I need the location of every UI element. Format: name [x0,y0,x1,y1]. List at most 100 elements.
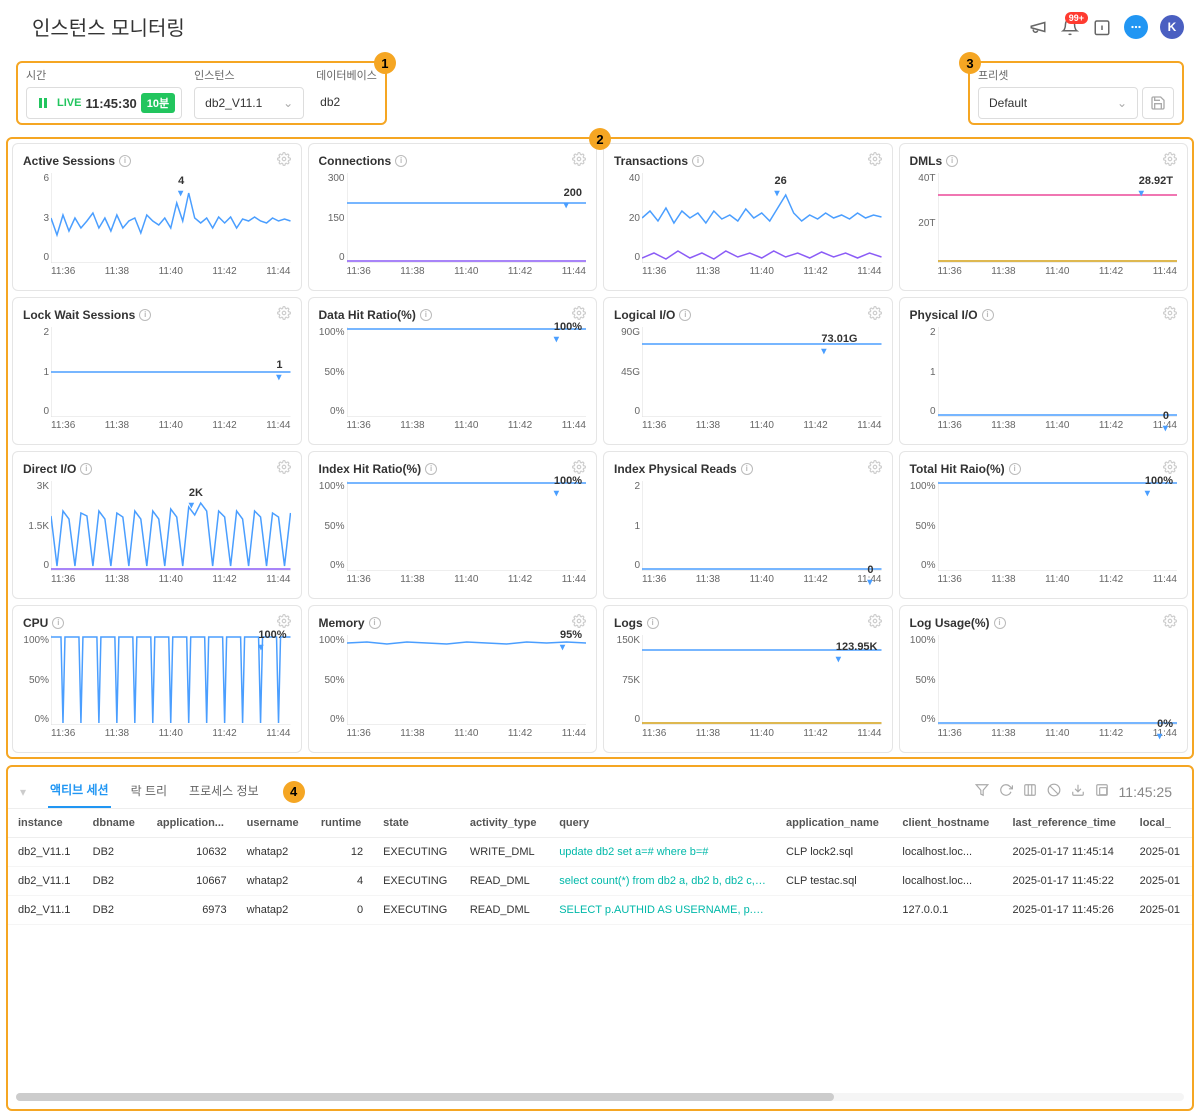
columns-icon[interactable] [1023,783,1037,800]
gear-icon[interactable] [868,460,882,477]
scrollbar-thumb[interactable] [16,1093,834,1101]
horizontal-scrollbar[interactable] [16,1093,1184,1101]
column-header[interactable]: application_name [776,809,892,838]
chart-card: Logical I/O i 90G45G0 73.01G▾ 11:3611:38… [603,297,893,445]
info-icon[interactable]: i [741,463,753,475]
refresh-icon[interactable] [999,783,1013,800]
cell-state: EXECUTING [373,896,460,925]
chart-card: Index Hit Ratio(%) i 100%50%0% 100%▾ 11:… [308,451,598,599]
gear-icon[interactable] [1163,306,1177,323]
column-header[interactable]: application... [147,809,237,838]
tab-process-info[interactable]: 프로세스 정보 [187,776,261,807]
cell-query[interactable]: select count(*) from db2 a, db2 b, db2 c… [549,867,776,896]
info-icon[interactable]: i [52,617,64,629]
column-header[interactable]: local_ [1130,809,1192,838]
column-header[interactable]: activity_type [460,809,549,838]
gear-icon[interactable] [277,306,291,323]
tab-lock-tree[interactable]: 락 트리 [129,776,169,807]
info-icon[interactable]: i [420,309,432,321]
column-header[interactable]: runtime [311,809,373,838]
chart-peak-label: 100%▾ [258,629,286,653]
chart-card: Lock Wait Sessions i 210 1▾ 11:3611:3811… [12,297,302,445]
info-icon[interactable]: i [692,155,704,167]
info-icon[interactable]: i [1009,463,1021,475]
column-header[interactable]: state [373,809,460,838]
bell-icon[interactable]: 99+ [1060,17,1080,37]
column-header[interactable]: instance [8,809,83,838]
announce-icon[interactable] [1028,17,1048,37]
cell-app: 10632 [147,838,237,867]
gear-icon[interactable] [1163,614,1177,631]
info-icon[interactable]: i [425,463,437,475]
x-axis-labels: 11:3611:3811:4011:4211:44 [319,728,587,739]
x-axis-labels: 11:3611:3811:4011:4211:44 [614,728,882,739]
cell-reftime: 2025-01-17 11:45:26 [1003,896,1130,925]
chart-peak-label: 100%▾ [554,475,582,499]
table-row[interactable]: db2_V11.1 DB2 10667 whatap2 4 EXECUTING … [8,867,1192,896]
cell-local: 2025-01 [1130,867,1192,896]
filter-icon[interactable] [975,783,989,800]
gear-icon[interactable] [277,460,291,477]
avatar[interactable]: K [1160,15,1184,39]
info-icon[interactable]: i [369,617,381,629]
cell-user: whatap2 [237,867,311,896]
column-header[interactable]: client_hostname [892,809,1002,838]
gear-icon[interactable] [868,306,882,323]
chart-peak-label: 0▾ [1163,410,1169,434]
time-control[interactable]: LIVE 11:45:30 10분 [26,87,182,119]
popup-icon[interactable] [1095,783,1109,800]
x-axis-labels: 11:3611:3811:4011:4211:44 [23,420,291,431]
download-icon[interactable] [1071,783,1085,800]
info-icon[interactable]: i [395,155,407,167]
chart-card: Logs i 150K75K0 123.95K▾ 11:3611:3811:40… [603,605,893,753]
info-icon[interactable]: i [994,617,1006,629]
tab-active-session[interactable]: 액티브 세션 [48,775,111,808]
table-row[interactable]: db2_V11.1 DB2 10632 whatap2 12 EXECUTING… [8,838,1192,867]
gear-icon[interactable] [572,152,586,169]
column-header[interactable]: username [237,809,311,838]
chart-peak-label: 200▾ [564,187,582,211]
preset-select[interactable]: Default⌄ [978,87,1138,119]
chart-card: Direct I/O i 3K1.5K0 2K▾ 11:3611:3811:40… [12,451,302,599]
chart-peak-label: 100%▾ [554,321,582,345]
info-icon[interactable]: i [139,309,151,321]
table-row[interactable]: db2_V11.1 DB2 6973 whatap2 0 EXECUTING R… [8,896,1192,925]
cell-query[interactable]: update db2 set a=# where b=# [549,838,776,867]
info-icon[interactable]: i [80,463,92,475]
chart-line [319,635,587,725]
cell-state: EXECUTING [373,838,460,867]
gear-icon[interactable] [277,152,291,169]
block-icon[interactable] [1047,783,1061,800]
chat-icon[interactable] [1124,15,1148,39]
info-icon[interactable]: i [119,155,131,167]
column-header[interactable]: query [549,809,776,838]
info-icon[interactable]: i [946,155,958,167]
cell-activity: READ_DML [460,896,549,925]
info-icon[interactable]: i [647,617,659,629]
pause-icon[interactable] [33,93,53,113]
database-value: db2 [316,87,377,117]
info-icon[interactable]: i [982,309,994,321]
chart-peak-label: 2K▾ [189,487,203,511]
cell-query[interactable]: SELECT p.AUTHID AS USERNAME, p.DB_NAM... [549,896,776,925]
column-header[interactable]: dbname [83,809,147,838]
cell-host: localhost.loc... [892,867,1002,896]
chart-line [910,327,1178,417]
gear-icon[interactable] [1163,152,1177,169]
gear-icon[interactable] [868,152,882,169]
session-toolbar: 11:45:25 [975,783,1180,800]
instance-select[interactable]: db2_V11.1⌄ [194,87,304,119]
column-header[interactable]: last_reference_time [1003,809,1130,838]
expand-icon[interactable]: ▾ [20,785,30,799]
save-preset-button[interactable] [1142,87,1174,119]
calendar-icon[interactable] [1092,17,1112,37]
cell-user: whatap2 [237,896,311,925]
session-time: 11:45:25 [1119,784,1172,800]
chart-title: Memory i [319,616,381,630]
gear-icon[interactable] [868,614,882,631]
info-icon[interactable]: i [679,309,691,321]
y-axis-labels: 100%50%0% [23,635,49,725]
y-axis-labels: 150K75K0 [614,635,640,725]
cell-runtime: 12 [311,838,373,867]
y-axis-labels: 100%50%0% [319,327,345,417]
